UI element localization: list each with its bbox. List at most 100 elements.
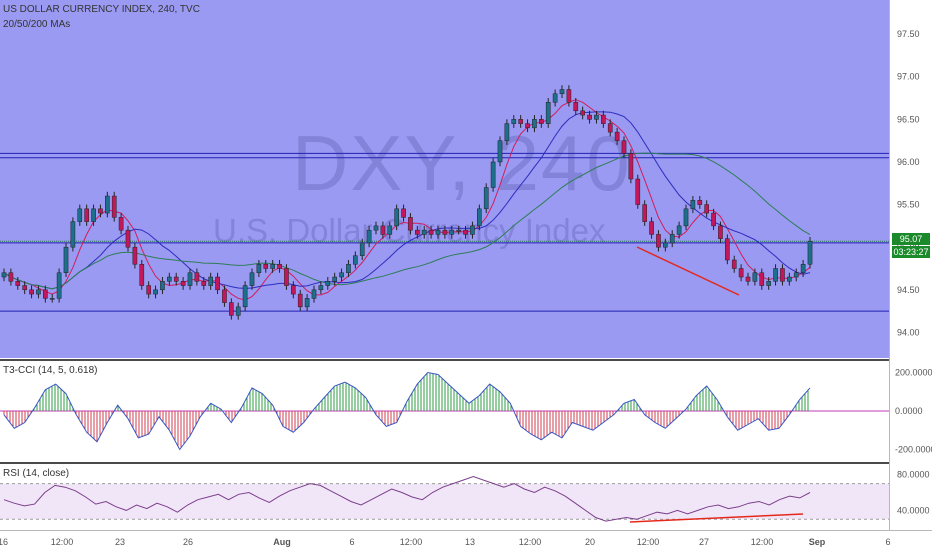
price-tick-label: 96.50 bbox=[897, 114, 920, 124]
candle bbox=[118, 213, 124, 235]
candle bbox=[525, 119, 530, 133]
candle-body bbox=[180, 281, 186, 286]
candle bbox=[297, 289, 303, 312]
rsi-label[interactable]: RSI (14, close) bbox=[3, 468, 70, 479]
cci-label[interactable]: T3-CCI (14, 5, 0.618) bbox=[3, 365, 98, 376]
candle bbox=[669, 230, 675, 248]
candle-body bbox=[173, 276, 179, 282]
candle-body bbox=[518, 119, 523, 124]
time-tick-label: 12:00 bbox=[637, 537, 660, 547]
candle-body bbox=[304, 298, 310, 308]
candle bbox=[387, 221, 393, 239]
candle bbox=[718, 221, 723, 243]
candle-body bbox=[105, 195, 110, 214]
candle bbox=[56, 268, 62, 303]
candle-body bbox=[77, 208, 83, 222]
time-axis[interactable]: 16 12:00 23 26 Aug 6 12:00 13 12:00 20 12:00 27 12:0… bbox=[0, 530, 932, 551]
cci-pane[interactable]: T3-CCI (14, 5, 0.618) bbox=[0, 361, 889, 461]
candle bbox=[408, 213, 413, 235]
time-tick-label: Sep bbox=[809, 537, 826, 547]
candle-body bbox=[291, 285, 296, 295]
candle-body bbox=[346, 263, 351, 274]
candle-body bbox=[256, 263, 262, 274]
candle-body bbox=[663, 242, 668, 248]
candle-body bbox=[366, 229, 372, 244]
candle-body bbox=[394, 208, 399, 227]
candle-body bbox=[456, 229, 461, 232]
candle-body bbox=[332, 276, 337, 282]
candle bbox=[587, 110, 592, 124]
cci-tick-label: 0.0000 bbox=[895, 406, 923, 416]
time-tick-label: 6 bbox=[349, 537, 354, 547]
candle-body bbox=[325, 281, 331, 286]
candle-body bbox=[242, 285, 248, 308]
candle-body bbox=[160, 281, 165, 291]
price-axis-svg: 97.5097.0096.5096.0095.5095.0094.5094.00… bbox=[895, 29, 932, 515]
candle bbox=[208, 272, 213, 290]
candle-body bbox=[780, 268, 785, 282]
candle-body bbox=[725, 238, 730, 261]
candle bbox=[580, 106, 585, 120]
candle bbox=[132, 242, 138, 269]
candle-body bbox=[373, 225, 379, 231]
rsi-pane[interactable]: RSI (14, close) bbox=[0, 464, 889, 530]
candle bbox=[36, 285, 41, 299]
rsi-line bbox=[3, 475, 811, 522]
candle bbox=[201, 277, 207, 290]
candle bbox=[359, 238, 365, 260]
last-price-badge: 95.07 bbox=[892, 233, 930, 245]
candle bbox=[745, 272, 751, 286]
pane-separator-1[interactable] bbox=[0, 359, 932, 361]
candle bbox=[22, 281, 27, 295]
candle-body bbox=[125, 229, 131, 248]
candle bbox=[325, 277, 331, 290]
candle bbox=[594, 110, 599, 124]
cci-chart-svg bbox=[0, 371, 889, 451]
symbol-title[interactable]: US DOLLAR CURRENCY INDEX, 240, TVC bbox=[3, 4, 200, 15]
candle bbox=[284, 264, 289, 290]
candle bbox=[676, 221, 682, 239]
candle-body bbox=[601, 114, 606, 124]
candle-body bbox=[215, 276, 220, 291]
candle-body bbox=[435, 229, 441, 235]
candle-body bbox=[607, 123, 613, 133]
candle bbox=[807, 236, 813, 269]
candle bbox=[766, 277, 771, 290]
candle bbox=[160, 277, 165, 295]
candle-body bbox=[249, 272, 255, 286]
price-pane[interactable]: DXY, 240 U.S. Dollar Currency Index US D… bbox=[0, 0, 889, 358]
candle bbox=[435, 225, 441, 239]
pane-separator-2[interactable] bbox=[0, 462, 932, 464]
candle bbox=[477, 204, 482, 231]
candle-body bbox=[704, 204, 709, 214]
price-axis[interactable]: 97.5097.0096.5096.0095.5095.0094.5094.00… bbox=[889, 0, 932, 530]
candle bbox=[456, 225, 461, 235]
candle-body bbox=[428, 229, 434, 235]
candle bbox=[249, 268, 255, 290]
candle bbox=[318, 281, 324, 295]
ma-legend[interactable]: 20/50/200 MAs bbox=[3, 19, 71, 30]
candle-body bbox=[15, 281, 21, 286]
watermark-ticker: DXY, 240 bbox=[292, 119, 632, 207]
candle-body bbox=[222, 289, 227, 303]
rsi-tick-label: 80.0000 bbox=[897, 470, 930, 480]
time-tick-label: 27 bbox=[699, 537, 709, 547]
candle-body bbox=[545, 102, 551, 124]
candle-body bbox=[415, 229, 420, 235]
candle-body bbox=[449, 229, 455, 235]
candle-body bbox=[98, 208, 103, 214]
candle bbox=[683, 204, 689, 231]
candle-body bbox=[408, 217, 413, 231]
candle bbox=[222, 285, 227, 307]
candle-body bbox=[504, 123, 510, 141]
candle-body bbox=[311, 289, 317, 299]
candle-body bbox=[766, 281, 771, 286]
candle-body bbox=[1, 272, 7, 278]
candle-body bbox=[656, 234, 661, 248]
candle bbox=[449, 225, 455, 239]
candle-body bbox=[745, 276, 751, 282]
price-tick-label: 97.50 bbox=[897, 29, 920, 39]
candle bbox=[780, 264, 785, 286]
time-tick-label: 12:00 bbox=[751, 537, 774, 547]
candle-body bbox=[235, 306, 241, 316]
